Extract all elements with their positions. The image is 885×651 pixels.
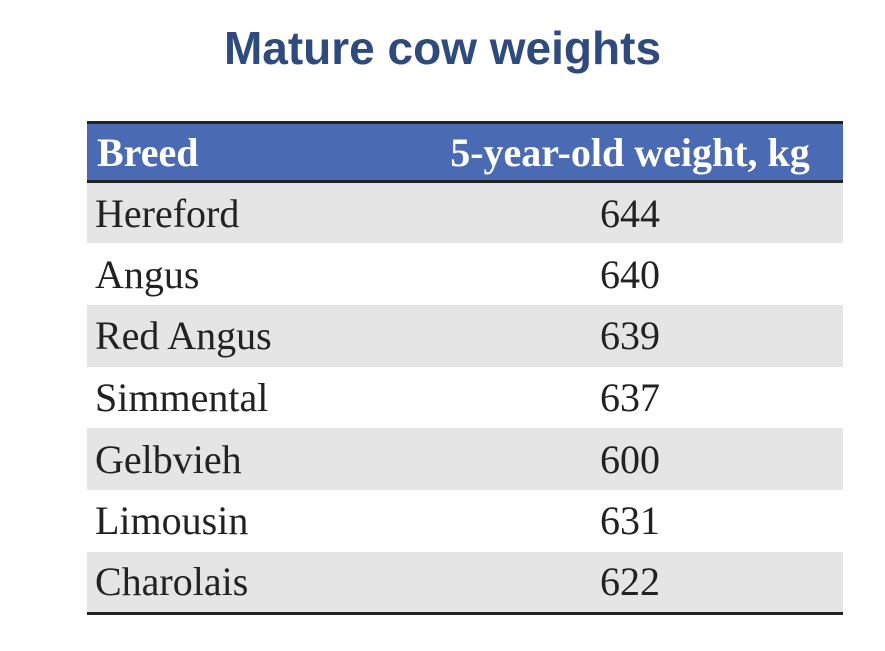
weight-cell: 640 bbox=[600, 251, 660, 297]
breed-cell: Gelbvieh bbox=[95, 436, 242, 482]
table-row: Red Angus 639 bbox=[87, 304, 843, 367]
cow-weights-table: Breed 5-year-old weight, kg Hereford 644… bbox=[87, 121, 843, 615]
breed-cell: Angus bbox=[95, 251, 200, 297]
table-header: Breed 5-year-old weight, kg bbox=[87, 122, 843, 182]
breed-cell: Red Angus bbox=[95, 313, 272, 359]
breed-cell: Hereford bbox=[95, 190, 240, 236]
weight-cell: 637 bbox=[600, 374, 660, 420]
table-row: Hereford 644 bbox=[87, 181, 843, 244]
breed-cell: Simmental bbox=[95, 374, 269, 420]
page-title: Mature cow weights bbox=[223, 22, 662, 74]
table-body: Hereford 644 Angus 640 Red Angus 639 Sim… bbox=[87, 181, 843, 614]
table-row: Charolais 622 bbox=[87, 551, 843, 614]
weight-cell: 600 bbox=[600, 436, 660, 482]
header-row: Breed 5-year-old weight, kg bbox=[87, 122, 843, 182]
cow-weights-table-container: Breed 5-year-old weight, kg Hereford 644… bbox=[87, 121, 843, 615]
weight-cell: 639 bbox=[600, 313, 660, 359]
table-row: Simmental 637 bbox=[87, 366, 843, 429]
header-weight: 5-year-old weight, kg bbox=[450, 129, 810, 175]
weight-cell: 622 bbox=[600, 559, 660, 605]
breed-cell: Charolais bbox=[95, 559, 249, 605]
weight-cell: 644 bbox=[600, 190, 660, 236]
table-row: Angus 640 bbox=[87, 243, 843, 305]
table-row: Gelbvieh 600 bbox=[87, 428, 843, 490]
breed-cell: Limousin bbox=[95, 498, 249, 544]
header-breed: Breed bbox=[97, 129, 199, 175]
table-row: Limousin 631 bbox=[87, 489, 843, 552]
weight-cell: 631 bbox=[600, 498, 660, 544]
